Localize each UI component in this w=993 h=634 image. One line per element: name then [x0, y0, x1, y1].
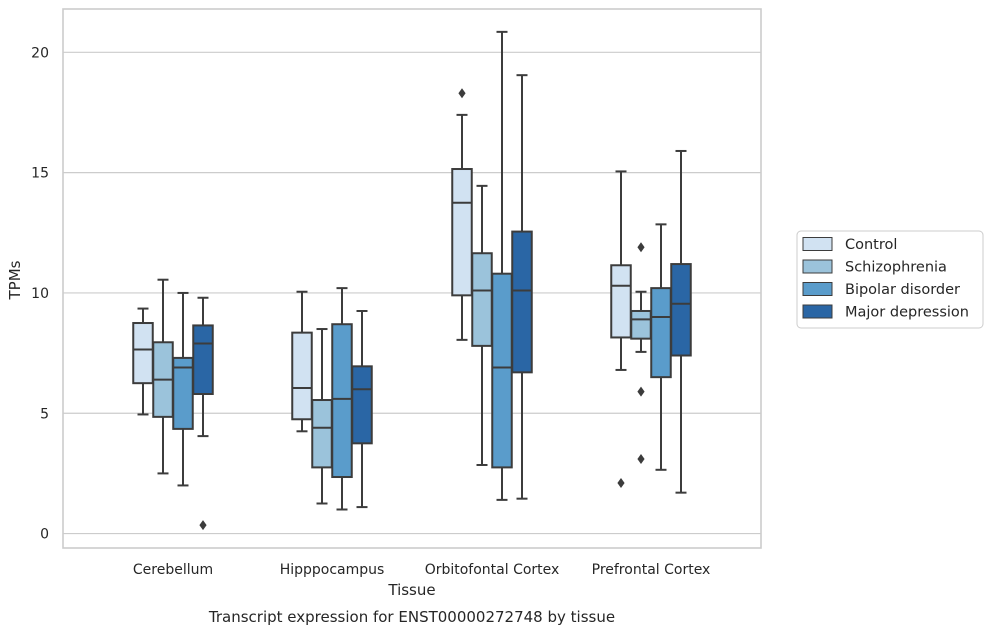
box-plot-boxes	[132, 30, 692, 531]
box-iqr	[630, 309, 652, 340]
legend-swatch	[802, 282, 833, 296]
y-tick-label: 15	[31, 166, 49, 182]
legend-label: Schizophrenia	[845, 260, 947, 276]
legend-swatch	[802, 304, 833, 319]
box-3-2	[650, 223, 672, 471]
box-3-3	[670, 149, 692, 494]
outlier-point	[617, 478, 625, 489]
legend-label: Control	[845, 237, 897, 253]
box-2-1	[471, 184, 493, 466]
outlier-point	[637, 386, 645, 397]
box-1-0	[291, 290, 313, 433]
box-0-0	[132, 307, 154, 416]
box-2-0	[451, 88, 473, 341]
plot-frame	[62, 8, 762, 549]
x-tick-label: Orbitofontal Cortex	[425, 562, 560, 578]
box-2-2	[491, 30, 513, 501]
box-iqr	[351, 365, 373, 445]
box-iqr	[511, 230, 533, 374]
chart-caption: Transcript expression for ENST0000027274…	[208, 608, 615, 626]
box-3-1	[630, 242, 652, 464]
legend-frame	[796, 230, 984, 329]
box-1-1	[311, 328, 333, 505]
box-1-2	[331, 287, 353, 511]
box-1-3	[351, 309, 373, 509]
legend-swatch	[802, 237, 833, 251]
y-tick-label: 20	[31, 45, 49, 61]
box-iqr	[172, 356, 194, 430]
legend: Control Schizophrenia Bipolar disorder Majo…	[796, 230, 984, 329]
x-tick-label: Hipppocampus	[280, 562, 385, 578]
legend-label: Major depression	[845, 305, 969, 321]
y-tick-label: 10	[31, 286, 49, 302]
box-iqr	[650, 287, 672, 379]
y-tick-label: 5	[40, 406, 49, 422]
box-0-1	[152, 278, 174, 475]
box-0-2	[172, 291, 194, 487]
outlier-point	[199, 520, 207, 531]
box-iqr	[132, 322, 154, 385]
box-iqr	[610, 264, 632, 339]
legend-swatch	[802, 259, 833, 274]
outlier-point	[637, 242, 645, 253]
x-tick-label: Cerebellum	[133, 562, 213, 578]
y-tick-labels: 0 5 10 15 20	[31, 45, 49, 542]
box-iqr	[491, 272, 513, 469]
box-iqr	[471, 252, 493, 347]
outlier-point	[458, 88, 466, 99]
box-iqr	[451, 168, 473, 297]
box-iqr	[311, 399, 333, 469]
legend-label: Bipolar disorder	[845, 282, 960, 298]
box-iqr	[192, 324, 214, 395]
box-iqr	[291, 331, 313, 421]
x-axis-label: Tissue	[387, 581, 435, 599]
x-tick-labels: Cerebellum Hipppocampus Orbitofontal Corte…	[133, 562, 710, 578]
box-2-3	[511, 74, 533, 500]
outlier-point	[637, 453, 645, 464]
box-iqr	[670, 263, 692, 357]
box-3-0	[610, 170, 632, 489]
x-tick-label: Prefrontal Cortex	[592, 562, 711, 578]
y-tick-label: 0	[40, 527, 49, 543]
box-0-3	[192, 296, 214, 531]
y-axis-label: TPMs	[6, 260, 24, 300]
box-iqr	[331, 323, 353, 479]
